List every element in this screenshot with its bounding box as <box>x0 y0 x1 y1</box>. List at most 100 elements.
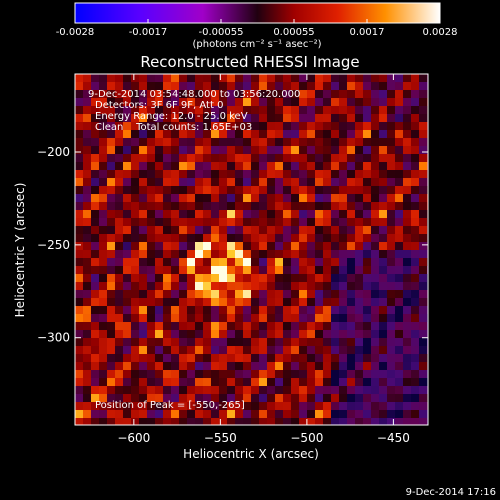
heatmap-cell <box>379 162 388 171</box>
heatmap-cell <box>275 98 284 107</box>
heatmap-cell <box>107 322 116 331</box>
heatmap-cell <box>123 346 132 355</box>
heatmap-cell <box>275 146 284 155</box>
heatmap-cell <box>275 418 284 425</box>
heatmap-cell <box>115 346 124 355</box>
heatmap-cell <box>171 130 180 139</box>
heatmap-cell <box>107 234 116 243</box>
heatmap-cell <box>331 298 340 307</box>
heatmap-cell <box>299 370 308 379</box>
heatmap-cell <box>331 154 340 163</box>
heatmap-cell <box>347 306 356 315</box>
heatmap-cell <box>259 418 268 425</box>
heatmap-cell <box>187 178 196 187</box>
heatmap-cell <box>91 202 100 211</box>
heatmap-cell <box>355 258 364 267</box>
heatmap-cell <box>203 202 212 211</box>
heatmap-cell <box>363 402 372 411</box>
heatmap-cell <box>283 90 292 99</box>
heatmap-cell <box>363 242 372 251</box>
heatmap-cell <box>379 114 388 123</box>
heatmap-cell <box>123 394 132 403</box>
heatmap-cell <box>83 146 92 155</box>
heatmap-cell <box>99 394 108 403</box>
heatmap-cell <box>411 98 420 107</box>
heatmap-cell <box>323 394 332 403</box>
heatmap-cell <box>347 362 356 371</box>
heatmap-cell <box>187 194 196 203</box>
heatmap-cell <box>347 122 356 131</box>
heatmap-cell <box>227 314 236 323</box>
heatmap-cell <box>307 290 316 299</box>
heatmap-cell <box>243 370 252 379</box>
heatmap-cell <box>115 234 124 243</box>
heatmap-cell <box>403 402 412 411</box>
heatmap-cell <box>371 226 380 235</box>
heatmap-cell <box>75 234 84 243</box>
heatmap-cell <box>115 146 124 155</box>
heatmap-cell <box>91 138 100 147</box>
heatmap-cell <box>259 186 268 195</box>
heatmap-cell <box>275 338 284 347</box>
heatmap-cell <box>267 82 276 91</box>
heatmap-cell <box>203 90 212 99</box>
heatmap-cell <box>419 178 428 187</box>
colorbar-ticks: -0.0028 -0.0017 -0.00055 0.00055 0.0017 0.002… <box>56 19 458 38</box>
heatmap-cell <box>155 130 164 139</box>
heatmap-cell <box>387 386 396 395</box>
heatmap-cell <box>283 298 292 307</box>
heatmap-cell <box>251 234 260 243</box>
heatmap-cell <box>123 370 132 379</box>
heatmap-cell <box>275 402 284 411</box>
heatmap-cell <box>315 146 324 155</box>
heatmap-cell <box>147 282 156 291</box>
heatmap-cell <box>251 322 260 331</box>
heatmap-cell <box>131 314 140 323</box>
heatmap-cell <box>283 394 292 403</box>
heatmap-cell <box>395 346 404 355</box>
heatmap-cell <box>179 322 188 331</box>
heatmap-cell <box>219 98 228 107</box>
heatmap-cell <box>187 90 196 99</box>
heatmap-cell <box>163 226 172 235</box>
heatmap-cell <box>387 146 396 155</box>
heatmap-cell <box>347 322 356 331</box>
heatmap-cell <box>139 154 148 163</box>
heatmap-cell <box>91 194 100 203</box>
heatmap-cell <box>395 402 404 411</box>
heatmap-cell <box>387 410 396 419</box>
heatmap-cell <box>139 114 148 123</box>
heatmap-cell <box>211 114 220 123</box>
heatmap-cell <box>203 322 212 331</box>
heatmap-cell <box>131 202 140 211</box>
heatmap-cell <box>243 378 252 387</box>
heatmap-cell <box>107 346 116 355</box>
heatmap-cell <box>243 210 252 219</box>
heatmap-cell <box>379 258 388 267</box>
heatmap-cell <box>403 314 412 323</box>
heatmap-cell <box>307 402 316 411</box>
heatmap-cell <box>155 378 164 387</box>
heatmap-cell <box>131 354 140 363</box>
heatmap-cell <box>155 322 164 331</box>
heatmap-cell <box>203 362 212 371</box>
heatmap-cell <box>179 178 188 187</box>
heatmap-cell <box>75 154 84 163</box>
heatmap-cell <box>91 290 100 299</box>
heatmap-cell <box>227 386 236 395</box>
heatmap-cell <box>291 362 300 371</box>
heatmap-cell <box>403 130 412 139</box>
heatmap-cell <box>307 226 316 235</box>
heatmap-cell <box>419 418 428 425</box>
heatmap-cell <box>283 234 292 243</box>
heatmap-cell <box>283 106 292 115</box>
heatmap-cell <box>179 362 188 371</box>
heatmap-cell <box>355 410 364 419</box>
heatmap-cell <box>211 226 220 235</box>
heatmap-cell <box>331 194 340 203</box>
heatmap-cell <box>339 218 348 227</box>
heatmap-cell <box>235 122 244 131</box>
heatmap-cell <box>131 138 140 147</box>
heatmap-cell <box>219 194 228 203</box>
heatmap-cell <box>307 378 316 387</box>
